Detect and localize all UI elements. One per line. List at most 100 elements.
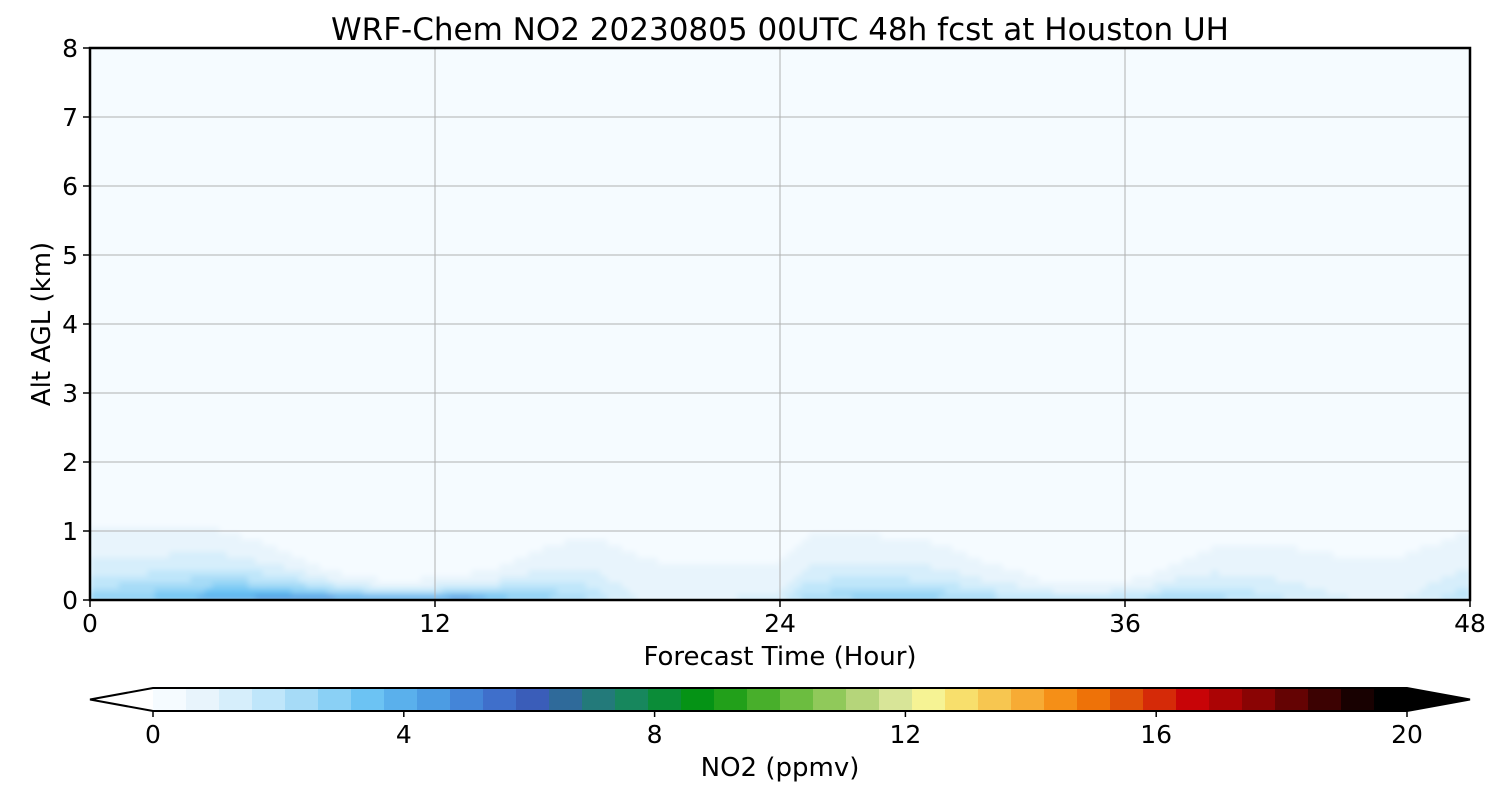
field-cell bbox=[442, 176, 451, 184]
field-cell bbox=[298, 103, 307, 111]
field-cell bbox=[320, 508, 328, 515]
field-cell bbox=[399, 293, 408, 301]
field-cell bbox=[478, 262, 487, 270]
field-cell bbox=[205, 550, 213, 558]
field-cell bbox=[320, 213, 328, 221]
field-cell bbox=[478, 287, 487, 295]
field-cell bbox=[197, 133, 206, 141]
field-cell bbox=[291, 508, 300, 515]
field-cell bbox=[125, 397, 134, 405]
field-cell bbox=[154, 538, 163, 546]
field-cell bbox=[176, 293, 185, 301]
field-cell bbox=[370, 274, 379, 282]
field-cell bbox=[176, 526, 185, 534]
field-cell bbox=[104, 219, 113, 227]
field-cell bbox=[233, 397, 242, 405]
field-cell bbox=[248, 440, 257, 448]
field-cell bbox=[406, 379, 415, 387]
field-cell bbox=[470, 256, 479, 264]
field-cell bbox=[90, 544, 98, 552]
field-cell bbox=[334, 330, 343, 338]
field-cell bbox=[312, 385, 321, 393]
field-cell bbox=[327, 244, 336, 252]
field-cell bbox=[355, 501, 364, 509]
field-cell bbox=[413, 440, 422, 448]
field-cell bbox=[370, 90, 379, 98]
field-cell bbox=[212, 489, 221, 497]
field-cell bbox=[420, 219, 429, 227]
field-cell bbox=[427, 293, 436, 301]
field-cell bbox=[399, 127, 408, 135]
field-cell bbox=[205, 569, 213, 577]
field-cell bbox=[226, 366, 235, 374]
field-cell bbox=[327, 225, 336, 233]
field-cell bbox=[140, 465, 149, 472]
field-cell bbox=[169, 54, 178, 62]
field-cell bbox=[456, 127, 465, 135]
field-cell bbox=[97, 391, 106, 399]
field-cell bbox=[413, 299, 422, 307]
field-cell bbox=[212, 532, 221, 540]
field-cell bbox=[212, 127, 221, 135]
field-cell bbox=[125, 146, 134, 154]
field-cell bbox=[470, 299, 479, 307]
field-cell bbox=[205, 593, 213, 600]
field-cell bbox=[363, 219, 372, 227]
field-cell bbox=[399, 60, 408, 68]
field-cell bbox=[427, 133, 436, 141]
field-cell bbox=[478, 97, 487, 104]
field-cell bbox=[240, 293, 249, 301]
field-cell bbox=[341, 471, 350, 479]
field-cell bbox=[435, 250, 443, 258]
field-cell bbox=[327, 563, 336, 571]
field-cell bbox=[327, 109, 336, 117]
field-cell bbox=[363, 324, 372, 331]
field-cell bbox=[355, 563, 364, 571]
field-cell bbox=[327, 48, 336, 55]
field-cell bbox=[456, 152, 465, 160]
field-cell bbox=[284, 489, 293, 497]
field-cell bbox=[406, 360, 415, 368]
field-cell bbox=[183, 544, 192, 552]
field-cell bbox=[262, 434, 271, 442]
field-cell bbox=[226, 219, 235, 227]
field-cell bbox=[176, 575, 185, 583]
field-cell bbox=[133, 471, 142, 479]
field-cell bbox=[248, 569, 257, 577]
field-cell bbox=[90, 268, 98, 276]
field-cell bbox=[183, 385, 192, 393]
field-cell bbox=[190, 78, 199, 86]
field-cell bbox=[435, 238, 443, 246]
field-cell bbox=[205, 250, 213, 258]
field-cell bbox=[161, 575, 170, 583]
field-cell bbox=[485, 360, 494, 368]
field-cell bbox=[305, 60, 314, 68]
field-cell bbox=[470, 189, 479, 196]
field-cell bbox=[478, 232, 487, 239]
field-cell bbox=[176, 78, 185, 86]
field-cell bbox=[470, 281, 479, 288]
field-cell bbox=[205, 158, 213, 166]
field-cell bbox=[391, 133, 400, 141]
field-cell bbox=[169, 489, 178, 497]
field-cell bbox=[183, 78, 192, 86]
field-cell bbox=[212, 213, 221, 221]
field-cell bbox=[456, 54, 465, 62]
field-cell bbox=[190, 287, 199, 295]
field-cell bbox=[305, 342, 314, 350]
field-cell bbox=[427, 422, 436, 430]
field-cell bbox=[147, 544, 156, 552]
field-cell bbox=[276, 164, 285, 172]
field-cell bbox=[255, 170, 264, 178]
field-cell bbox=[176, 97, 185, 104]
field-cell bbox=[305, 127, 314, 135]
field-cell bbox=[176, 287, 185, 295]
field-cell bbox=[104, 189, 113, 196]
field-cell bbox=[233, 262, 242, 270]
field-cell bbox=[219, 152, 228, 160]
field-cell bbox=[154, 520, 163, 528]
field-cell bbox=[327, 238, 336, 246]
field-cell bbox=[205, 520, 213, 528]
field-cell bbox=[442, 483, 451, 491]
field-cell bbox=[449, 146, 458, 154]
